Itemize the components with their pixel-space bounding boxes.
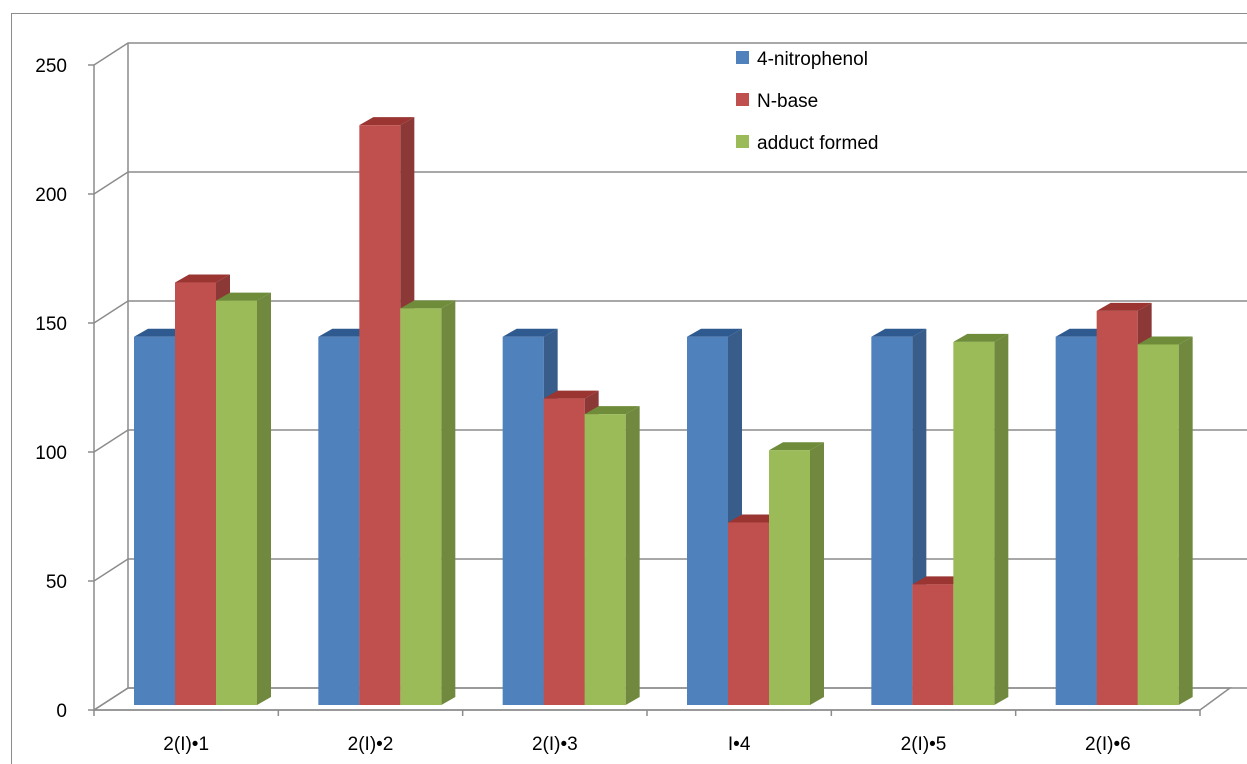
legend-swatch (736, 135, 749, 148)
bar-top (584, 406, 640, 415)
y-tick-label: 0 (56, 701, 67, 722)
bar-top (871, 328, 927, 337)
axes (88, 43, 1233, 716)
bar-top (543, 390, 599, 399)
bar-top (1137, 336, 1193, 345)
bar-top (400, 300, 456, 309)
bar-top (953, 333, 1009, 342)
bar-top (687, 328, 742, 337)
y-axis-tick-labels: 0 50 100 150 200 250 (35, 56, 67, 722)
legend-entry: 4-nitrophenol (736, 49, 868, 70)
bar (216, 292, 271, 705)
y-tick-label: 50 (46, 572, 67, 593)
bar-top (216, 292, 271, 301)
bar-front (912, 584, 954, 705)
y-tick-label: 200 (35, 185, 67, 206)
gridline (93, 171, 1247, 195)
bar-top (175, 274, 230, 283)
bars (134, 117, 1193, 706)
legend-label: 4-nitrophenol (757, 49, 868, 70)
x-tick-label: I•4 (728, 734, 751, 755)
bar (953, 333, 1009, 705)
legend-label: N-base (757, 91, 818, 112)
x-tick-label: 2(I)•6 (1085, 734, 1131, 755)
bar-side (257, 292, 271, 705)
bar-front (728, 522, 769, 705)
bar-top (769, 442, 824, 451)
chart-frame (11, 13, 1247, 764)
x-tick-label: 2(I)•1 (163, 734, 209, 755)
bar-front (769, 450, 810, 705)
bar-front (175, 282, 216, 705)
legend-swatch (736, 93, 749, 106)
gridline (93, 42, 1247, 66)
x-tick-label: 2(I)•3 (532, 734, 578, 755)
bar-top (359, 117, 415, 126)
bar-front (1137, 344, 1179, 705)
bar-side (810, 442, 824, 705)
legend-label: adduct formed (757, 133, 878, 154)
y-tick-label: 100 (35, 443, 67, 464)
bar-top (502, 328, 558, 337)
y-tick-label: 150 (35, 314, 67, 335)
x-tick-label: 2(I)•2 (348, 734, 394, 755)
bar-side (994, 333, 1009, 705)
bar-front (216, 300, 257, 705)
bar-front (584, 414, 626, 705)
x-axis-tick-labels: 2(I)•1 2(I)•2 2(I)•3 I•4 2(I)•5 2(I)•6 (163, 734, 1130, 755)
bar (1137, 336, 1193, 705)
bar-front (400, 308, 442, 705)
bar-front (1055, 336, 1097, 705)
bar-top (1096, 302, 1152, 311)
legend: 4-nitrophenol N-base adduct formed (736, 49, 878, 154)
bar-front (1096, 310, 1138, 705)
bar-side (1178, 336, 1193, 705)
bar-front (543, 398, 585, 705)
bar-front (359, 125, 401, 706)
x-tick-label: 2(I)•5 (901, 734, 947, 755)
legend-swatch (736, 51, 749, 64)
bar (400, 300, 456, 705)
legend-entry: adduct formed (736, 133, 878, 154)
bar (584, 406, 640, 705)
y-tick-label: 250 (35, 56, 67, 77)
bar-front (502, 336, 544, 705)
bar-front (953, 341, 995, 705)
legend-entry: N-base (736, 91, 818, 112)
bar-front (318, 336, 360, 705)
bar-front (134, 336, 175, 705)
bar-side (625, 406, 640, 705)
bar-front (871, 336, 913, 705)
bar-front (687, 336, 728, 705)
bar-side (441, 300, 456, 705)
bar (769, 442, 824, 705)
